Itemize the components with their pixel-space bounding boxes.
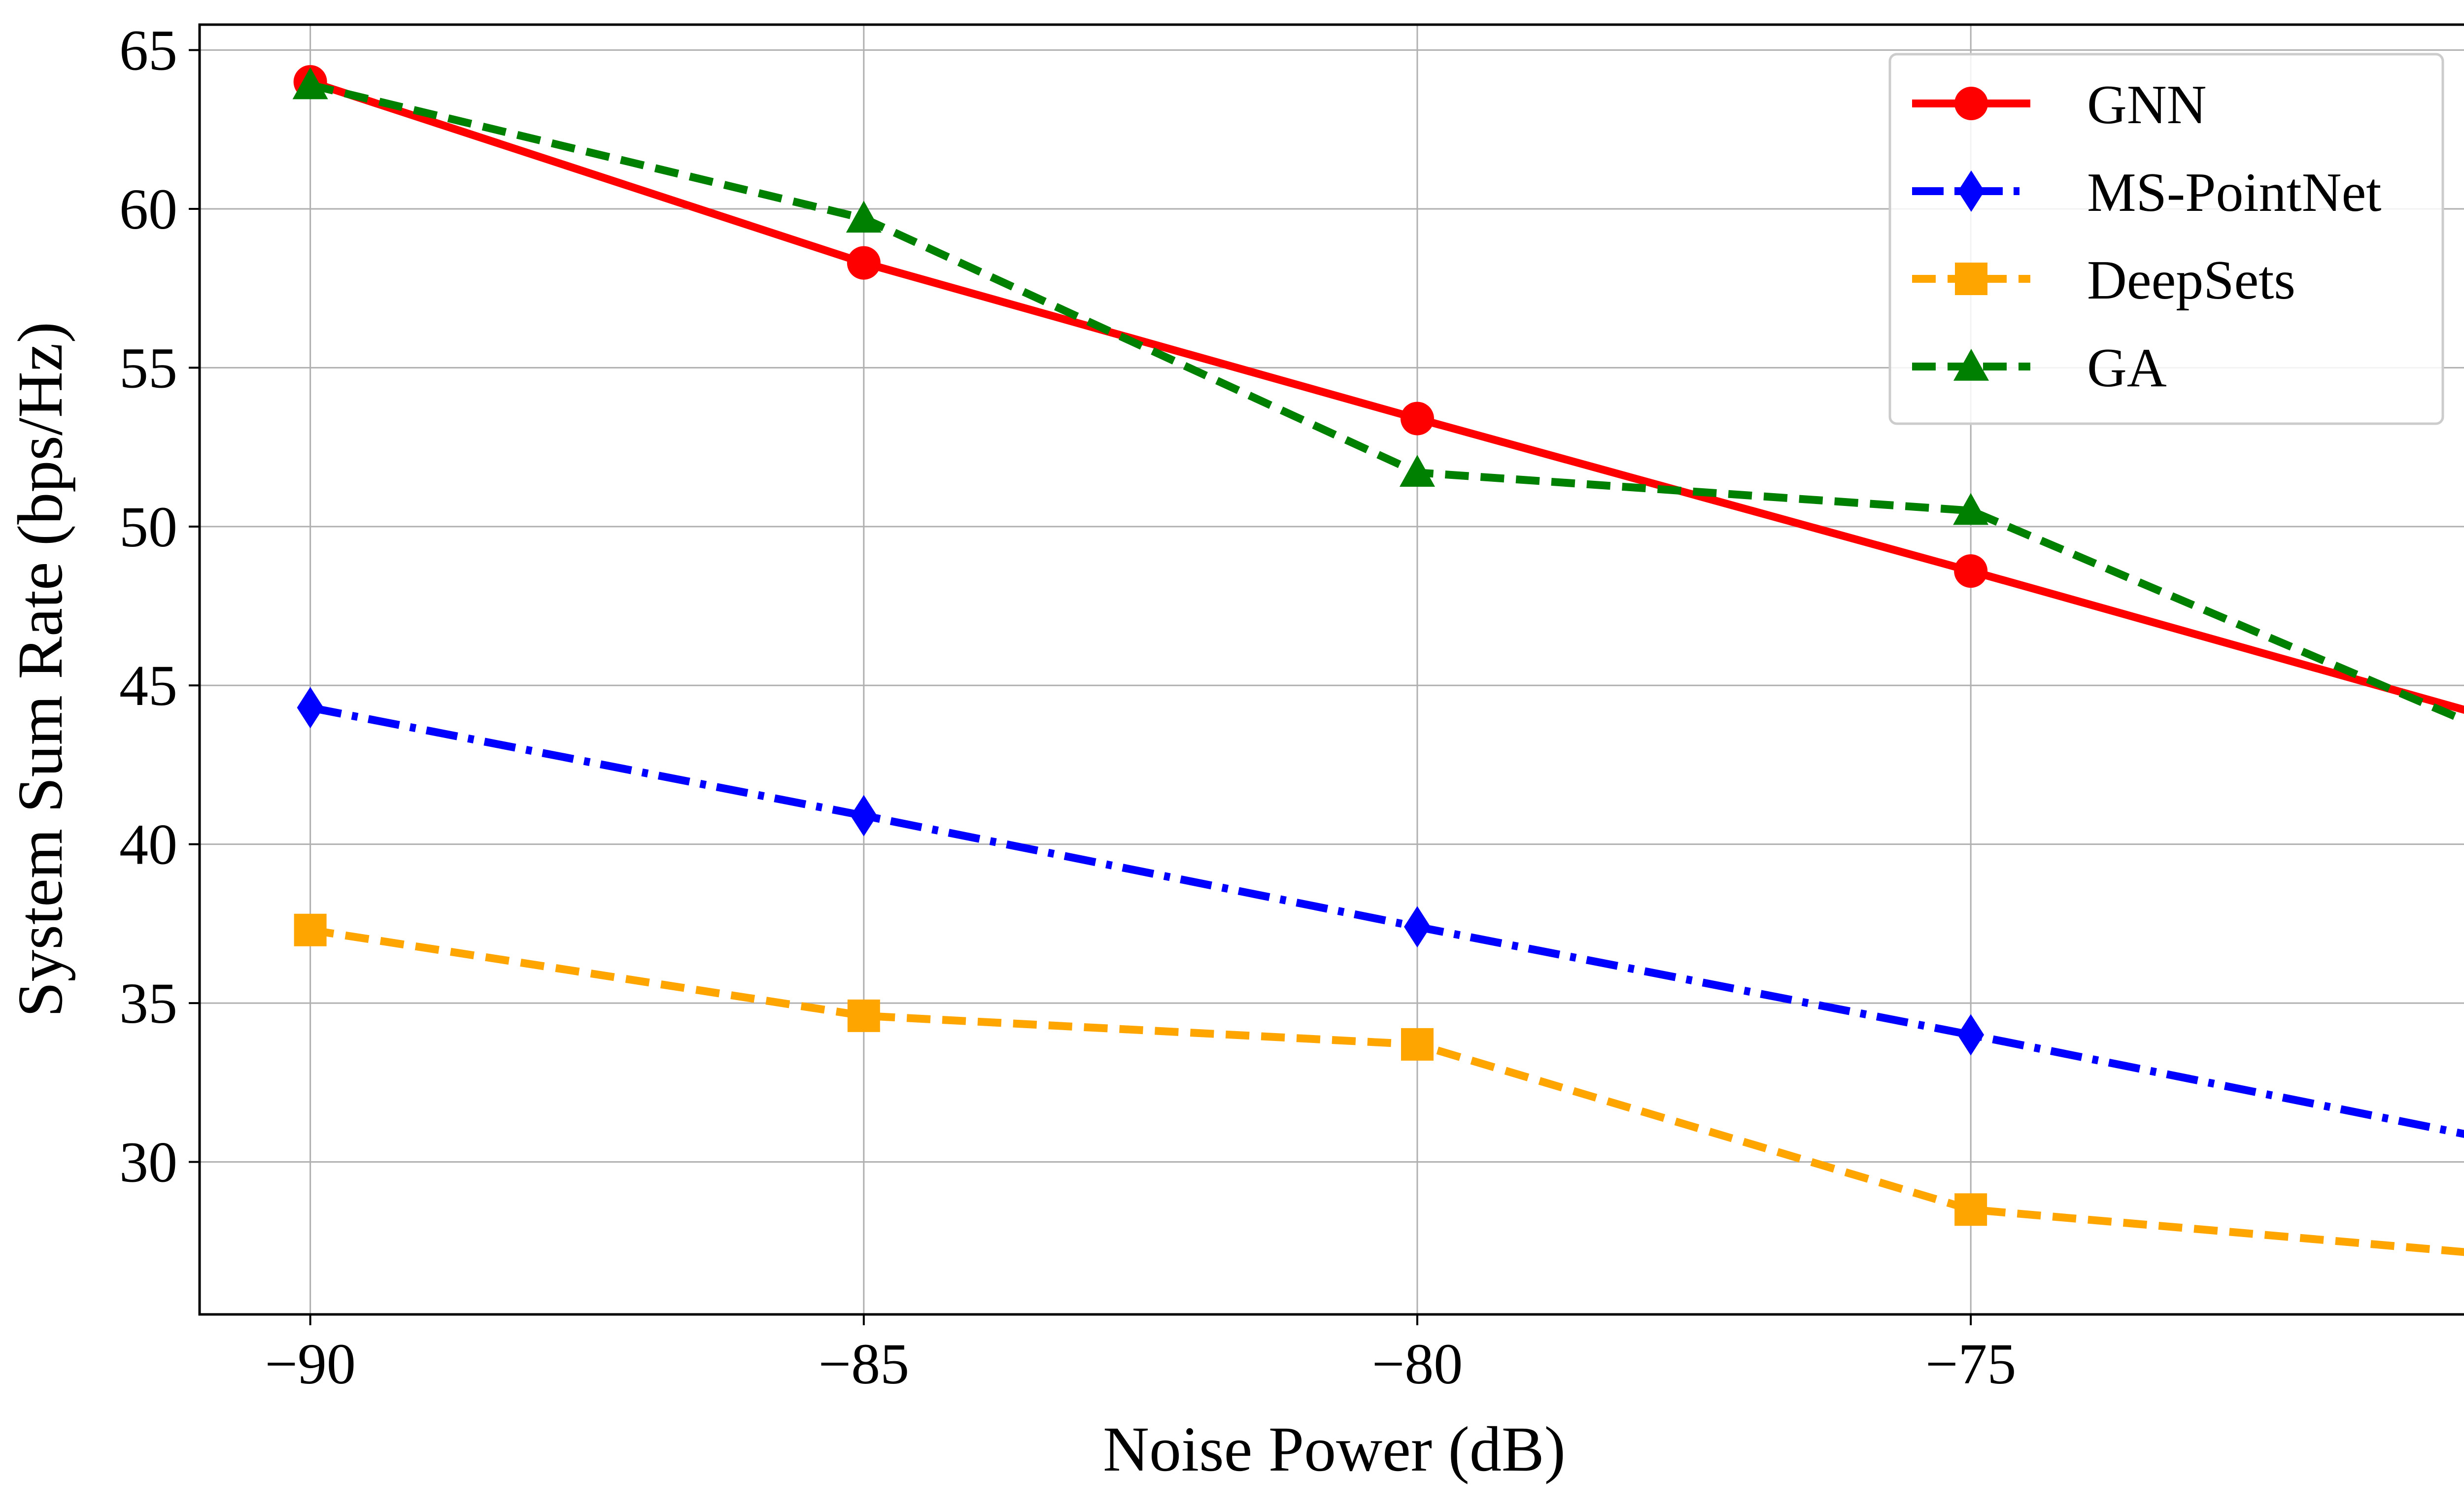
data-point-ms-pointnet <box>850 795 877 837</box>
data-point-ms-pointnet <box>1403 906 1431 948</box>
y-tick-label: 60 <box>119 177 177 241</box>
legend-item-ga: GA <box>1912 337 2167 399</box>
legend-marker-deepsets <box>1955 263 1987 295</box>
ticks: −90−85−80−75−703035404550556065 <box>119 18 2017 1396</box>
y-tick-label: 40 <box>119 812 177 877</box>
legend-box <box>1888 53 2444 425</box>
data-point-gnn <box>1400 402 1434 436</box>
y-tick-label: 65 <box>119 18 177 83</box>
data-point-ga <box>1953 493 1989 525</box>
legend-label-gnn: GNN <box>2087 74 2207 135</box>
data-point-ga <box>292 67 328 100</box>
data-point-ga <box>846 201 882 233</box>
series-ms-pointnet <box>297 687 2464 1138</box>
y-axis-label: System Sum Rate (bps/Hz) <box>5 322 76 1017</box>
data-point-ms-pointnet <box>1957 1014 1985 1056</box>
data-point-gnn <box>847 246 881 280</box>
legend-item-gnn: GNN <box>1912 74 2207 135</box>
series-layer <box>292 65 2464 1256</box>
legend-label-ga: GA <box>2087 337 2167 399</box>
x-tick-label: −80 <box>1372 1332 1463 1396</box>
data-point-ga <box>1399 455 1435 487</box>
x-tick-label: −85 <box>819 1332 910 1396</box>
y-tick-label: 55 <box>119 335 177 400</box>
legend: GNN MS-PointNet DeepSets GA <box>1888 53 2444 425</box>
data-point-deepsets <box>294 913 327 946</box>
series-ga <box>292 67 2464 725</box>
plot-frame <box>198 23 2464 1316</box>
y-tick-label: 30 <box>119 1130 177 1194</box>
legend-marker-ms-pointnet <box>1958 170 1985 212</box>
legend-item-ms-pointnet: MS-PointNet <box>1912 162 2381 223</box>
data-point-deepsets <box>1401 1028 1434 1061</box>
data-point-deepsets <box>847 999 880 1032</box>
legend-item-deepsets: DeepSets <box>1912 250 2295 311</box>
y-tick-label: 45 <box>119 653 177 718</box>
data-point-gnn <box>1954 554 1988 588</box>
x-axis-label: Noise Power (dB) <box>1103 1414 1566 1485</box>
legend-label-ms-pointnet: MS-PointNet <box>2087 162 2381 223</box>
legend-marker-ga <box>1953 349 1989 381</box>
legend-marker-gnn <box>1954 87 1988 120</box>
legend-label-deepsets: DeepSets <box>2087 250 2295 311</box>
data-point-ms-pointnet <box>297 687 324 729</box>
y-tick-label: 50 <box>119 495 177 559</box>
x-tick-label: −90 <box>265 1332 356 1396</box>
y-tick-label: 35 <box>119 971 177 1036</box>
series-deepsets <box>294 913 2464 1256</box>
x-tick-label: −75 <box>1925 1332 2017 1396</box>
data-point-deepsets <box>1954 1193 1987 1226</box>
